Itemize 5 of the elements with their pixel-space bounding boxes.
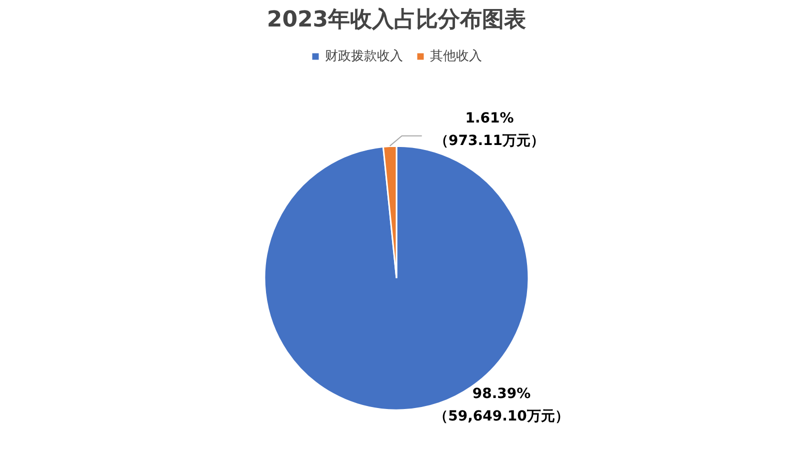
- legend-label: 财政拨款收入: [325, 48, 403, 65]
- legend-label: 其他收入: [430, 48, 482, 65]
- data-label: 1.61% （973.11万元）: [434, 110, 545, 149]
- data-label: 98.39% （59,649.10万元）: [434, 386, 569, 425]
- chart-title: 2023年收入占比分布图表: [266, 8, 526, 32]
